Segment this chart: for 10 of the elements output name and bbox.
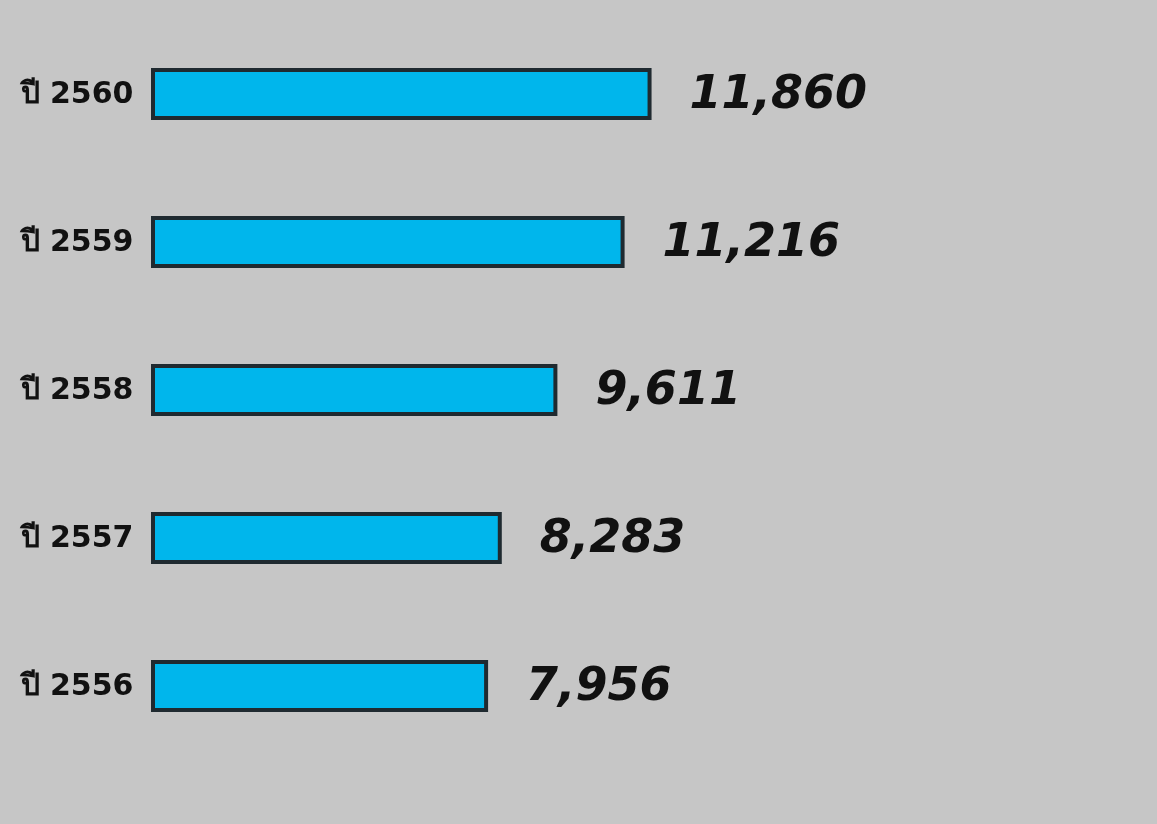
data-label: 11,216	[662, 213, 841, 267]
y-tick-label: ปี 2560	[18, 75, 134, 110]
y-tick-label: ปี 2557	[18, 519, 134, 554]
data-label: 8,283	[539, 509, 686, 563]
data-label: 11,860	[689, 65, 868, 119]
data-label: 9,611	[595, 361, 741, 415]
y-tick-label: ปี 2556	[18, 667, 134, 702]
y-tick-label: ปี 2559	[18, 223, 134, 258]
data-label: 7,956	[526, 657, 672, 711]
y-tick-label: ปี 2558	[18, 371, 134, 406]
